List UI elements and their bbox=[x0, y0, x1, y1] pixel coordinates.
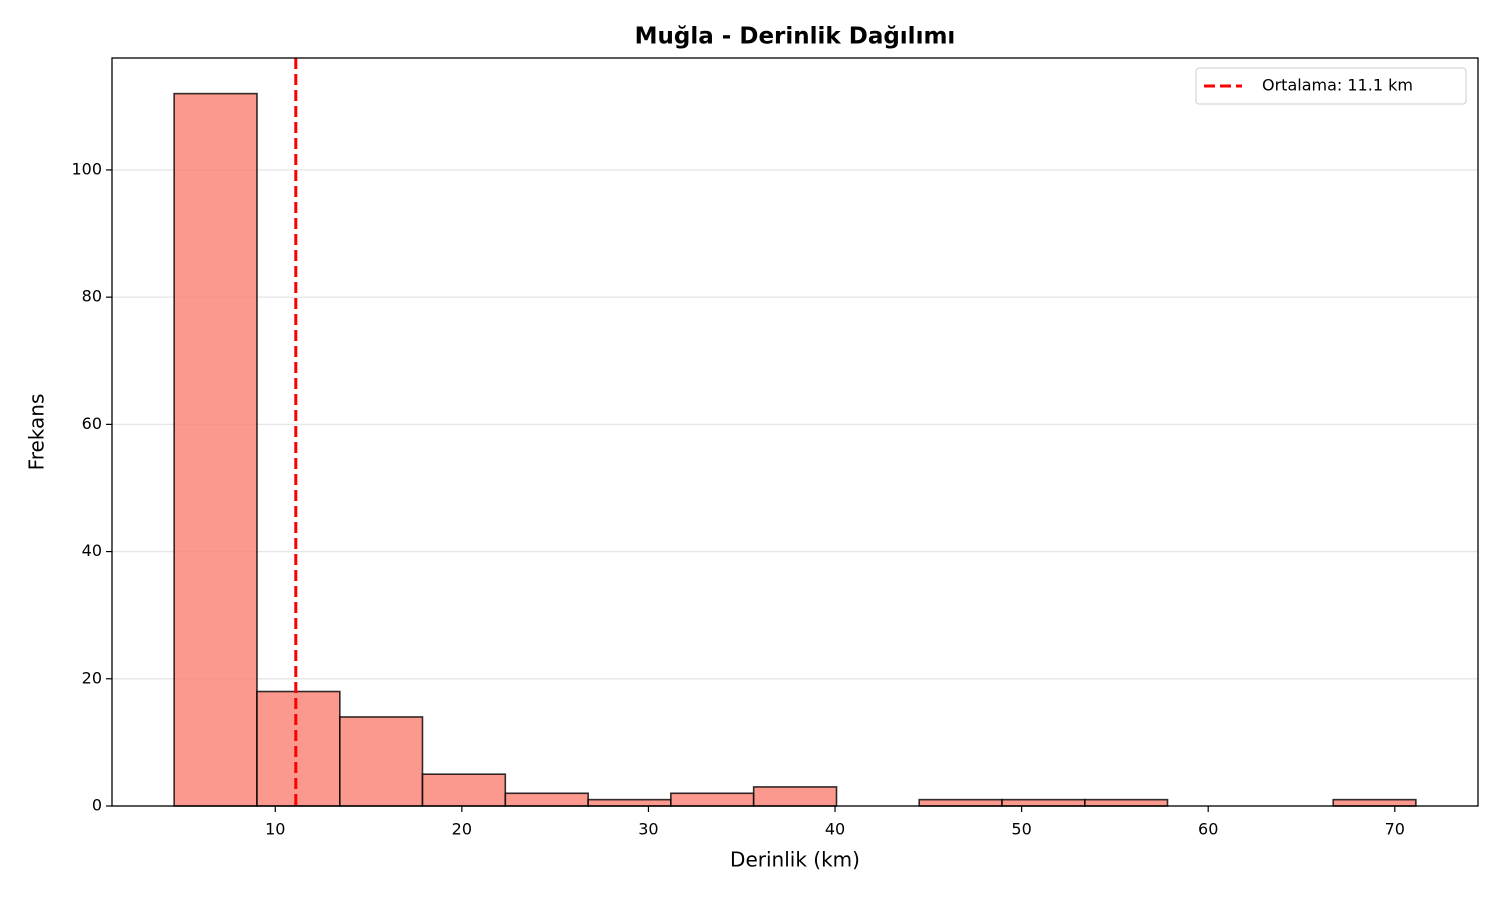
bar bbox=[587, 798, 672, 807]
y-tick-label: 100 bbox=[71, 159, 102, 178]
bar bbox=[1001, 798, 1086, 807]
bar bbox=[256, 690, 341, 807]
bar bbox=[173, 92, 258, 807]
y-tick-label: 0 bbox=[92, 796, 102, 815]
x-tick-label: 20 bbox=[452, 820, 472, 839]
x-tick-label: 10 bbox=[265, 820, 285, 839]
bar bbox=[504, 792, 589, 807]
x-tick-label: 30 bbox=[638, 820, 658, 839]
chart-title: Muğla - Derinlik Dağılımı bbox=[635, 24, 956, 50]
plot-frame bbox=[111, 57, 1479, 807]
bar bbox=[918, 798, 1003, 807]
legend-label: Ortalama: 11.1 km bbox=[1262, 76, 1413, 95]
bar bbox=[1084, 798, 1169, 807]
bar bbox=[1332, 798, 1417, 807]
legend-box bbox=[1195, 67, 1467, 105]
bar bbox=[752, 786, 838, 807]
y-axis-label: Frekans bbox=[25, 394, 49, 471]
x-tick-label: 70 bbox=[1385, 820, 1405, 839]
bar bbox=[421, 773, 507, 807]
y-tick-label: 60 bbox=[82, 414, 102, 433]
y-tick-label: 40 bbox=[82, 541, 102, 560]
x-tick-label: 60 bbox=[1198, 820, 1218, 839]
x-tick-label: 50 bbox=[1011, 820, 1031, 839]
y-tick-label: 80 bbox=[82, 287, 102, 306]
x-axis-label: Derinlik (km) bbox=[730, 848, 860, 872]
y-tick-label: 20 bbox=[82, 668, 102, 687]
bar bbox=[339, 716, 424, 807]
bar bbox=[670, 792, 755, 807]
x-tick-label: 40 bbox=[825, 820, 845, 839]
